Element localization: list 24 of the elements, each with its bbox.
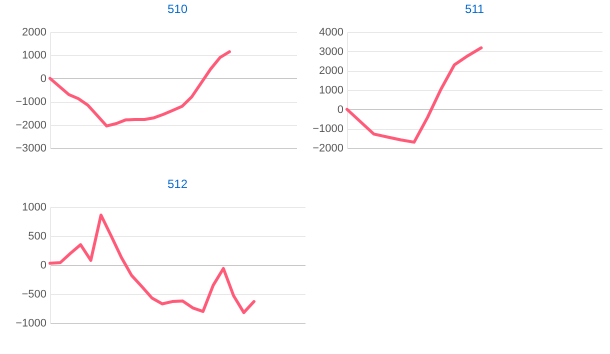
y-tick-label: 1000	[319, 84, 344, 96]
y-tick-label: 0	[40, 72, 46, 85]
y-tick-label: 2000	[22, 26, 46, 38]
y-tick-label: −3000	[16, 142, 46, 154]
line-series	[48, 50, 231, 128]
y-tick-label: −2000	[312, 142, 344, 154]
y-tick-label: −1000	[16, 318, 46, 330]
y-tick-label: 0	[40, 260, 46, 272]
line-series	[48, 214, 256, 314]
y-tick-label: −1000	[312, 123, 344, 136]
y-tick-label: 1000	[22, 202, 46, 214]
y-tick-label: 1000	[22, 50, 46, 62]
chart-title: 511	[464, 2, 484, 16]
y-tick-label: −1000	[16, 96, 46, 108]
y-tick-label: −500	[22, 288, 46, 300]
line-series	[346, 46, 483, 144]
y-tick-label: 3000	[319, 46, 344, 58]
y-tick-label: 0	[337, 104, 344, 116]
y-tick-label: 4000	[319, 26, 344, 38]
y-tick-label: 2000	[319, 65, 344, 78]
chart-title: 510	[167, 2, 188, 16]
y-tick-label: 500	[28, 230, 46, 242]
chart-title: 512	[167, 177, 188, 191]
y-tick-label: −2000	[16, 119, 46, 132]
